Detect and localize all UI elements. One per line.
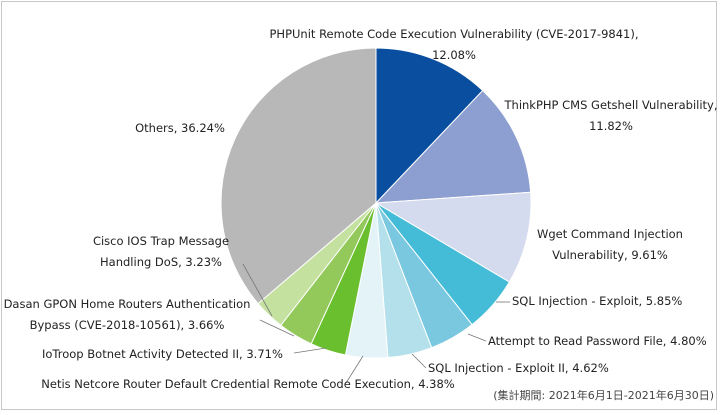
slice-label-line: Dasan GPON Home Routers Authentication xyxy=(4,297,251,311)
period-footnote: (集計期間: 2021年6月1日-2021年6月30日) xyxy=(493,388,714,402)
leader-line-5 xyxy=(467,333,487,342)
slice-label-11: Others, 36.24% xyxy=(135,121,225,135)
slice-label-8: IoTroop Botnet Activity Detected II, 3.7… xyxy=(42,347,283,361)
leader-line-8 xyxy=(293,347,327,354)
slice-label-line: SQL Injection - Exploit II, 4.62% xyxy=(428,361,609,375)
slice-label-line: 12.08% xyxy=(432,48,476,62)
slice-label-line: Others, 36.24% xyxy=(135,121,225,135)
slice-label-3: Wget Command Injection Vulnerability, 9.6… xyxy=(537,227,683,262)
slice-label-line: Handling DoS, 3.23% xyxy=(100,255,222,269)
slice-label-line: Bypass (CVE-2018-10561), 3.66% xyxy=(30,318,225,332)
pie-slice-3 xyxy=(374,191,532,283)
slice-label-line: Netis Netcore Router Default Credential … xyxy=(41,377,455,391)
pie-slice-2 xyxy=(374,89,532,204)
slice-label-4: SQL Injection - Exploit, 5.85% xyxy=(512,294,682,308)
slice-label-9: Dasan GPON Home Routers Authentication By… xyxy=(4,297,251,332)
slice-label-line: PHPUnit Remote Code Execution Vulnerabil… xyxy=(270,27,639,41)
slice-label-line: 11.82% xyxy=(589,119,633,133)
slice-label-5: Attempt to Read Password File, 4.80% xyxy=(488,334,707,348)
pie-slice-11 xyxy=(220,47,377,305)
slice-label-line: Wget Command Injection xyxy=(537,227,683,241)
slice-label-2: ThinkPHP CMS Getshell Vulnerability, 11.8… xyxy=(504,98,718,133)
slice-label-10: Cisco IOS Trap Message Handling DoS, 3.23… xyxy=(93,234,229,269)
slice-label-1: PHPUnit Remote Code Execution Vulnerabil… xyxy=(270,27,639,62)
leader-line-10 xyxy=(242,263,273,317)
slice-label-6: SQL Injection - Exploit II, 4.62% xyxy=(428,361,609,375)
leader-line-6 xyxy=(411,353,427,369)
slice-label-line: ThinkPHP CMS Getshell Vulnerability, xyxy=(504,98,718,112)
slice-label-line: SQL Injection - Exploit, 5.85% xyxy=(512,294,682,308)
slice-label-line: IoTroop Botnet Activity Detected II, 3.7… xyxy=(42,347,283,361)
leader-line-7 xyxy=(345,355,364,384)
leader-line-9 xyxy=(259,319,295,337)
pie-slice-1 xyxy=(375,47,484,205)
slice-label-line: Attempt to Read Password File, 4.80% xyxy=(488,334,707,348)
slice-label-7: Netis Netcore Router Default Credential … xyxy=(41,377,455,391)
slice-label-line: Vulnerability, 9.61% xyxy=(552,248,668,262)
slice-label-line: Cisco IOS Trap Message xyxy=(93,234,229,248)
